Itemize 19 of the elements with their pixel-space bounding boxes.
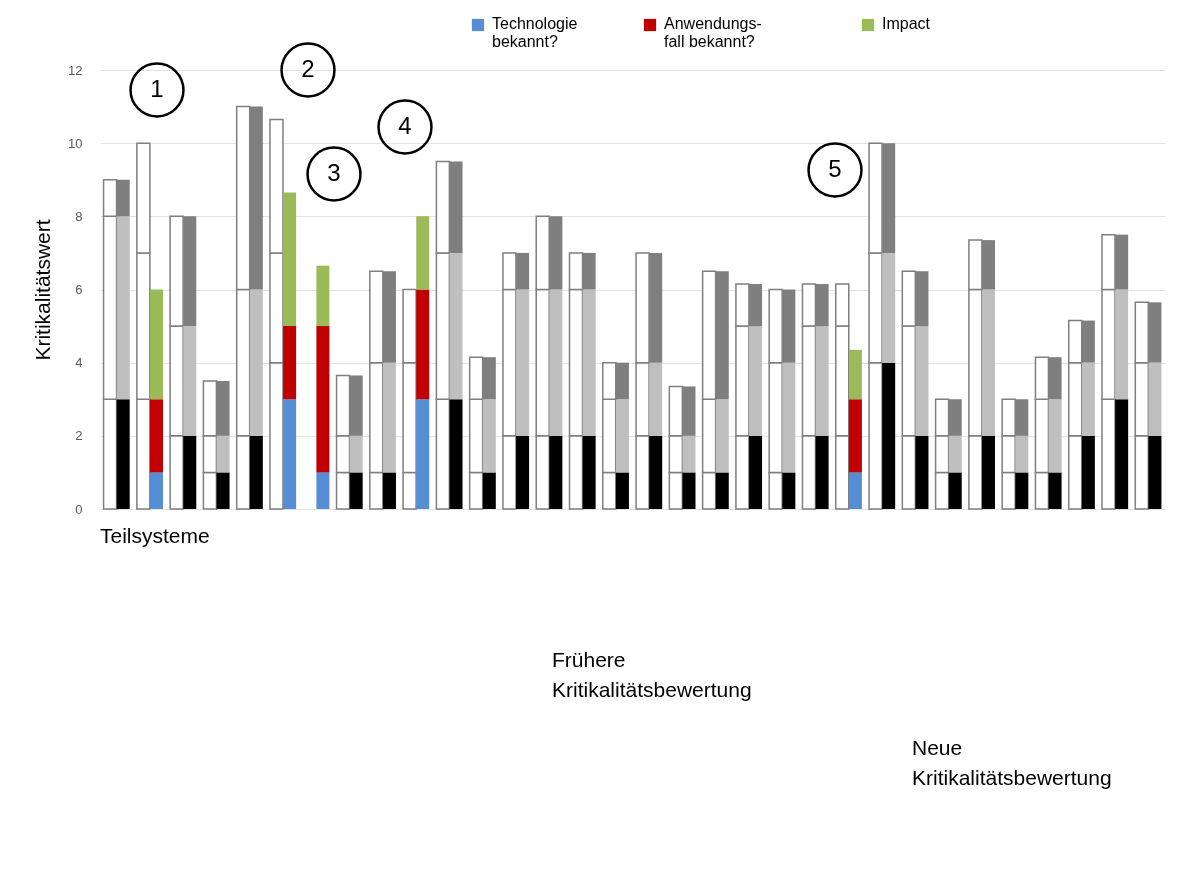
y-tick-label: 4 bbox=[75, 355, 83, 371]
annotation: 5 bbox=[828, 155, 842, 182]
legend-label: Technologie bekannt? bbox=[492, 15, 578, 50]
y-tick-label: 2 bbox=[75, 428, 83, 444]
text: Frühere Kritikalitätsbewertung bbox=[552, 648, 752, 701]
x-axis-title: Teilsysteme bbox=[100, 524, 210, 547]
annotation: 1 bbox=[150, 75, 164, 102]
y-tick-label: 12 bbox=[68, 62, 83, 78]
y-tick-label: 8 bbox=[75, 208, 83, 224]
y-axis-title: Kritikalitätswert bbox=[31, 219, 55, 361]
legend-label: Anwendungs- fall bekannt? bbox=[664, 15, 762, 50]
y-tick-label: 0 bbox=[75, 501, 83, 517]
annotation: 2 bbox=[301, 55, 315, 82]
text: Neue Kritikalitätsbewertung bbox=[912, 736, 1112, 789]
y-tick-label: 6 bbox=[75, 282, 83, 297]
legend-label: Impact bbox=[882, 15, 931, 32]
annotation: 3 bbox=[327, 159, 341, 186]
annotation: 4 bbox=[398, 112, 412, 139]
y-tick-label: 10 bbox=[68, 135, 83, 151]
